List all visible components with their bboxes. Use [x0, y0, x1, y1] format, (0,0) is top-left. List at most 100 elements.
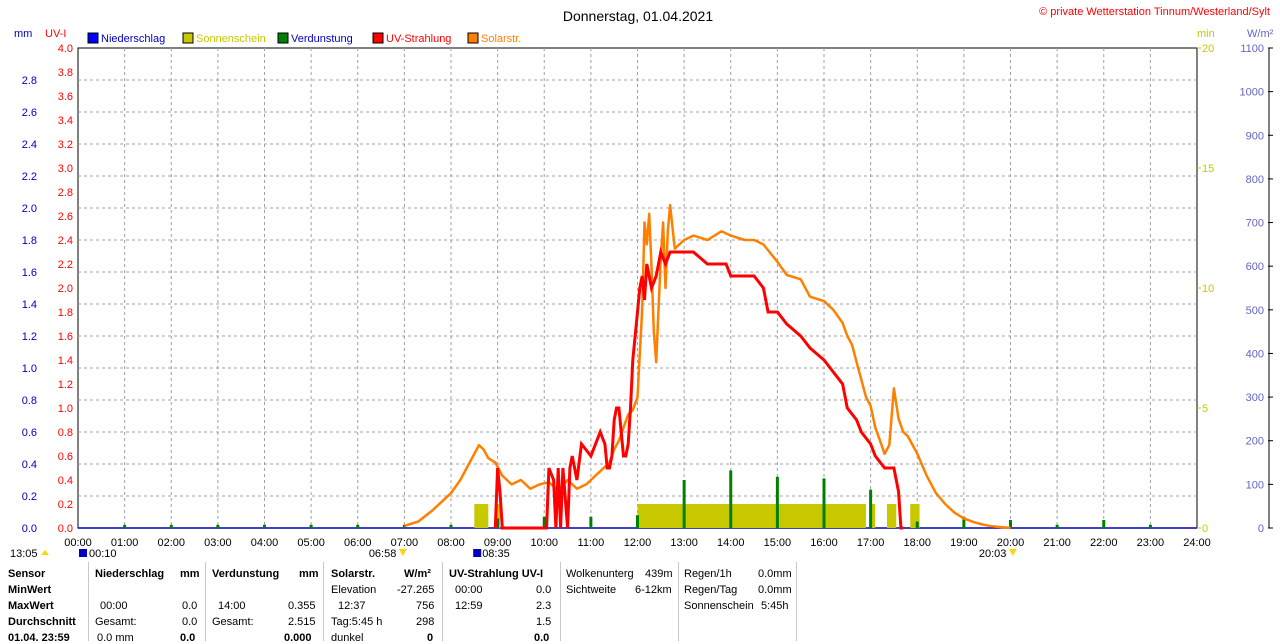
station-credit: © private Wetterstation Tinnum/Westerlan… [1039, 6, 1270, 18]
tick-label-solar: 300 [1246, 392, 1264, 404]
evaporation-spikes [123, 470, 1152, 528]
verdunstung-head: Verdunstung [212, 568, 280, 580]
tick-label-x: 15:00 [764, 537, 792, 549]
tick-label-min: 0 [1202, 523, 1208, 535]
solar-dark-val: 0 [427, 632, 434, 644]
tick-label-min: 20 [1202, 43, 1214, 55]
axis-label-uv: UV-I [45, 28, 66, 40]
tick-label-x: 10:00 [530, 537, 558, 549]
tick-label-uv: 4.0 [58, 43, 73, 55]
tick-label-x: 17:00 [857, 537, 885, 549]
tick-label-uv: 3.0 [58, 163, 73, 175]
verdunstung-max-time: 14:00 [218, 600, 246, 612]
sunshine-bars [474, 504, 920, 528]
tick-label-uv: 0.2 [58, 499, 73, 511]
marker-min-time: 13:05 [10, 548, 38, 560]
legend-swatch [87, 32, 99, 44]
solar-head: Solarstr. [331, 568, 376, 580]
tick-label-uv: 0.0 [58, 523, 73, 535]
series-lines [404, 203, 1011, 530]
marker-max-icon [79, 549, 87, 557]
niederschlag-max-val: 0.0 [182, 600, 198, 612]
uv-max-time: 12:59 [455, 600, 483, 612]
legend-swatch [372, 32, 384, 44]
sunshine-bar [886, 504, 897, 528]
marker-uv-start-icon [473, 549, 482, 557]
tick-label-uv: 1.4 [58, 355, 73, 367]
tick-label-solar: 800 [1246, 174, 1264, 186]
tick-label-solar: 0 [1258, 523, 1264, 535]
tick-label-x: 22:00 [1090, 537, 1118, 549]
solar-day-label: Tag:5:45 h [331, 616, 383, 628]
tick-label-solar: 400 [1246, 348, 1264, 360]
tick-label-mm: 1.2 [22, 331, 37, 343]
tick-label-uv: 1.2 [58, 379, 73, 391]
visibility-val: 6-12km [635, 584, 672, 596]
marker-uv-start: 08:35 [482, 548, 510, 560]
tick-label-uv: 2.4 [58, 235, 73, 247]
tick-label-uv: 3.6 [58, 91, 73, 103]
tick-label-x: 00:00 [64, 537, 92, 549]
tick-label-mm: 0.2 [22, 491, 37, 503]
niederschlag-last-b: 0.0 [180, 632, 196, 644]
tick-label-x: 12:00 [624, 537, 652, 549]
uv-avg-val: 1.5 [536, 616, 552, 628]
tick-label-mm: 1.6 [22, 267, 37, 279]
tick-label-uv: 1.0 [58, 403, 73, 415]
cloud-base-label: Wolkenunterg [566, 568, 634, 580]
tick-label-x: 07:00 [391, 537, 419, 549]
sunshine-bar [474, 504, 489, 528]
tick-label-x: 23:00 [1137, 537, 1165, 549]
tick-label-solar: 100 [1246, 479, 1264, 491]
axis-label-mm: mm [14, 28, 32, 40]
tick-label-uv: 1.8 [58, 307, 73, 319]
tick-label-solar: 500 [1246, 305, 1264, 317]
sunshine-bar [910, 504, 920, 528]
verdunstung-total-label: Gesamt: [212, 616, 254, 628]
tick-label-uv: 0.6 [58, 451, 73, 463]
tick-label-mm: 0.4 [22, 459, 37, 471]
tick-label-uv: 2.8 [58, 187, 73, 199]
tick-label-mm: 0.6 [22, 427, 37, 439]
legend-label: Niederschlag [101, 33, 165, 45]
row-label-avg: Durchschnitt [8, 616, 76, 628]
uv-head: UV-Strahlung UV-I [449, 568, 544, 580]
visibility-label: Sichtweite [566, 584, 617, 596]
tick-label-uv: 2.2 [58, 259, 73, 271]
marker-sunrise: 06:58 [369, 548, 397, 560]
verdunstung-max-val: 0.355 [288, 600, 316, 612]
niederschlag-total-label: Gesamt: [95, 616, 137, 628]
tick-label-x: 09:00 [484, 537, 512, 549]
niederschlag-head: Niederschlag [95, 568, 165, 580]
legend: Niederschlag Sonnenschein Verdunstung UV-St… [87, 32, 521, 45]
row-label-min: MinWert [8, 584, 52, 596]
tick-label-x: 18:00 [903, 537, 931, 549]
verdunstung-last-b: 0.000 [284, 632, 312, 644]
tick-label-x: 05:00 [297, 537, 325, 549]
tick-label-x: 01:00 [111, 537, 139, 549]
tick-label-x: 02:00 [157, 537, 185, 549]
row-label-sensor: Sensor [8, 568, 46, 580]
rain-day-val: 0.0mm [758, 584, 792, 596]
sunshine-val: 5:45h [761, 600, 789, 612]
tick-label-solar: 200 [1246, 436, 1264, 448]
tick-label-x: 16:00 [810, 537, 838, 549]
tick-label-mm: 1.8 [22, 235, 37, 247]
tick-label-uv: 2.0 [58, 283, 73, 295]
tick-label-min: 5 [1202, 403, 1208, 415]
sunshine-bar [870, 504, 876, 528]
tick-label-solar: 600 [1246, 261, 1264, 273]
solar-max-val: 756 [416, 600, 435, 612]
tick-label-mm: 2.6 [22, 107, 37, 119]
tick-label-mm: 2.0 [22, 203, 37, 215]
weather-chart: Donnerstag, 01.04.2021 © private Wetters… [10, 6, 1274, 560]
niederschlag-total-val: 0.0 [182, 616, 198, 628]
tick-label-x: 08:00 [437, 537, 465, 549]
tick-label-solar: 900 [1246, 130, 1264, 142]
uv-max-val: 2.3 [536, 600, 552, 612]
marker-sunrise-icon [398, 549, 407, 556]
legend-label: Solarstr. [481, 33, 521, 45]
grid [77, 47, 1198, 529]
tick-label-x: 04:00 [251, 537, 279, 549]
marker-sunset-icon [1008, 549, 1017, 556]
